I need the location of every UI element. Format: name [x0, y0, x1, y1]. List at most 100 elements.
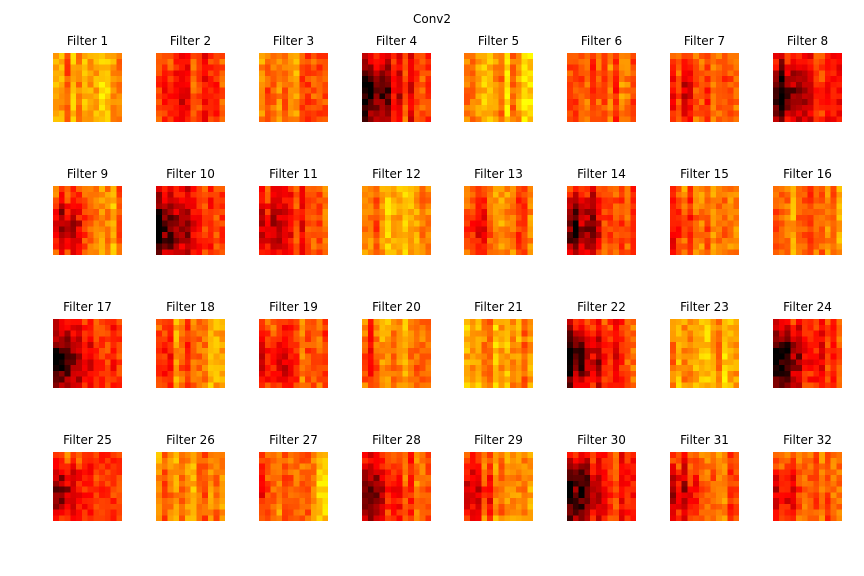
- heatmap-cell: [99, 232, 106, 239]
- heatmap-cell: [64, 480, 71, 487]
- heatmap-cell: [99, 370, 106, 377]
- heatmap-cell: [515, 347, 522, 354]
- heatmap-cell: [316, 475, 323, 482]
- heatmap-cell: [710, 70, 717, 77]
- heatmap-cell: [207, 186, 214, 193]
- heatmap-cell: [99, 70, 106, 77]
- heatmap-cell: [219, 58, 225, 65]
- heatmap-cell: [578, 220, 585, 227]
- heatmap-cell: [322, 486, 328, 493]
- heatmap-cell: [287, 347, 294, 354]
- heatmap-cell: [721, 463, 728, 470]
- heatmap-cell: [99, 463, 106, 470]
- heatmap-cell: [784, 498, 791, 505]
- heatmap-cell: [527, 243, 533, 250]
- heatmap-cell: [362, 475, 369, 482]
- heatmap-cell: [819, 515, 826, 521]
- heatmap-cell: [498, 209, 505, 216]
- heatmap-cell: [373, 104, 380, 111]
- heatmap-cell: [367, 99, 374, 106]
- heatmap-cell: [81, 76, 88, 83]
- heatmap-cell: [716, 319, 723, 326]
- heatmap-cell: [293, 81, 300, 88]
- heatmap-cell: [70, 330, 77, 337]
- heatmap-cell: [716, 486, 723, 493]
- heatmap-cell: [213, 110, 220, 117]
- heatmap-cell: [282, 376, 289, 383]
- heatmap-cell: [116, 342, 122, 349]
- heatmap-cell: [819, 214, 826, 221]
- heatmap-cell: [190, 319, 197, 326]
- heatmap-cell: [99, 110, 106, 117]
- heatmap-cell: [784, 232, 791, 239]
- heatmap-cell: [99, 99, 106, 106]
- heatmap-cell: [64, 209, 71, 216]
- heatmap-cell: [104, 480, 111, 487]
- heatmap-cell: [807, 503, 814, 510]
- heatmap-cell: [213, 104, 220, 111]
- heatmap-cell: [81, 209, 88, 216]
- heatmap-cell: [58, 365, 65, 372]
- heatmap-cell: [76, 503, 83, 510]
- heatmap-cell: [173, 498, 180, 505]
- heatmap-cell: [836, 509, 842, 516]
- heatmap-cell: [807, 376, 814, 383]
- heatmap-cell: [819, 452, 826, 459]
- heatmap-cell: [721, 319, 728, 326]
- heatmap-cell: [613, 498, 620, 505]
- heatmap-cell: [58, 319, 65, 326]
- heatmap-cell: [607, 359, 614, 366]
- heatmap-cell: [716, 220, 723, 227]
- heatmap-cell: [276, 452, 283, 459]
- heatmap-cell: [156, 197, 163, 204]
- heatmap-cell: [70, 319, 77, 326]
- heatmap-cell: [173, 376, 180, 383]
- heatmap-cell: [362, 509, 369, 516]
- heatmap-cell: [813, 116, 820, 122]
- heatmap-cell: [396, 457, 403, 464]
- heatmap-cell: [161, 53, 168, 60]
- heatmap-cell: [670, 76, 677, 83]
- heatmap-cell: [572, 76, 579, 83]
- heatmap-cell: [504, 203, 511, 210]
- heatmap-cell: [207, 226, 214, 233]
- heatmap-cell: [784, 509, 791, 516]
- heatmap-cell: [202, 186, 209, 193]
- heatmap-cell: [475, 336, 482, 343]
- heatmap-cell: [613, 237, 620, 244]
- heatmap-cell: [373, 452, 380, 459]
- heatmap-cell: [481, 359, 488, 366]
- heatmap-cell: [498, 503, 505, 510]
- heatmap-cell: [607, 110, 614, 117]
- heatmap-cell: [116, 469, 122, 476]
- heatmap-cell: [813, 342, 820, 349]
- heatmap-cell: [510, 457, 517, 464]
- heatmap-cell: [425, 492, 431, 499]
- heatmap-cell: [681, 330, 688, 337]
- heatmap-cell: [116, 203, 122, 210]
- heatmap-cell: [293, 53, 300, 60]
- heatmap-cell: [299, 249, 306, 255]
- heatmap-cell: [830, 110, 837, 117]
- heatmap-cell: [727, 232, 734, 239]
- heatmap-cell: [773, 99, 780, 106]
- heatmap-cell: [425, 110, 431, 117]
- filter-title: Filter 9: [66, 167, 109, 181]
- heatmap-cell: [379, 58, 386, 65]
- heatmap-cell: [590, 214, 597, 221]
- heatmap-cell: [264, 319, 271, 326]
- heatmap-cell: [521, 191, 528, 198]
- heatmap-cell: [515, 58, 522, 65]
- heatmap-cell: [698, 249, 705, 255]
- heatmap-cell: [698, 58, 705, 65]
- heatmap-cell: [830, 243, 837, 250]
- heatmap-cell: [196, 214, 203, 221]
- heatmap-cell: [698, 319, 705, 326]
- heatmap-cell: [282, 452, 289, 459]
- heatmap-cell: [515, 70, 522, 77]
- heatmap-cell: [504, 353, 511, 360]
- heatmap-cell: [379, 480, 386, 487]
- heatmap-cell: [590, 480, 597, 487]
- heatmap-cell: [521, 342, 528, 349]
- heatmap-cell: [801, 336, 808, 343]
